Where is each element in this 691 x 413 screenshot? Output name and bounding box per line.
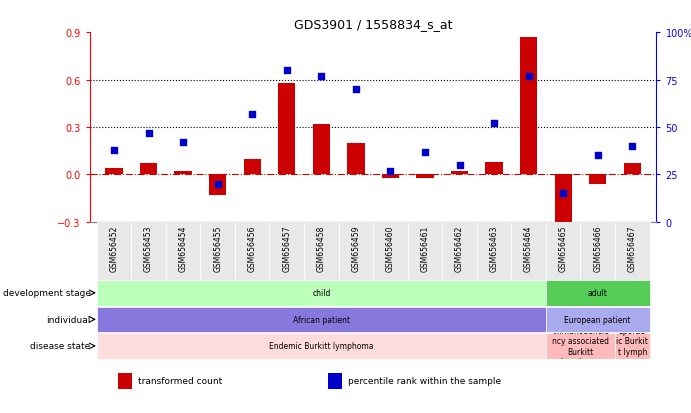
Bar bbox=[373, 222, 408, 280]
Bar bbox=[442, 222, 477, 280]
Bar bbox=[328, 373, 342, 389]
Point bbox=[316, 73, 327, 80]
Point bbox=[247, 111, 258, 118]
Text: percentile rank within the sample: percentile rank within the sample bbox=[348, 376, 501, 385]
Text: GSM656460: GSM656460 bbox=[386, 225, 395, 271]
Bar bbox=[451, 172, 468, 175]
Point bbox=[178, 140, 189, 146]
Bar bbox=[278, 83, 295, 175]
Bar bbox=[347, 143, 364, 175]
Bar bbox=[200, 222, 235, 280]
Bar bbox=[589, 175, 606, 185]
Bar bbox=[554, 175, 571, 222]
Bar bbox=[235, 222, 269, 280]
Point bbox=[281, 68, 292, 74]
Point bbox=[523, 73, 534, 80]
Text: individual: individual bbox=[46, 315, 91, 324]
Text: African patient: African patient bbox=[293, 315, 350, 324]
Point bbox=[454, 162, 465, 169]
Text: GSM656459: GSM656459 bbox=[351, 225, 361, 271]
Bar bbox=[381, 175, 399, 178]
Point bbox=[489, 121, 500, 127]
Bar bbox=[174, 172, 191, 175]
Bar bbox=[623, 164, 641, 175]
Text: Endemic Burkitt lymphoma: Endemic Burkitt lymphoma bbox=[269, 342, 374, 351]
Text: GSM656456: GSM656456 bbox=[247, 225, 257, 271]
Text: GSM656455: GSM656455 bbox=[213, 225, 223, 271]
Bar bbox=[408, 222, 442, 280]
Point bbox=[419, 149, 430, 156]
Bar bbox=[580, 222, 615, 280]
Text: GSM656454: GSM656454 bbox=[178, 225, 188, 271]
Bar bbox=[520, 38, 537, 175]
Bar bbox=[416, 175, 434, 178]
Text: GSM656457: GSM656457 bbox=[282, 225, 292, 271]
Bar bbox=[339, 222, 373, 280]
Text: GSM656464: GSM656464 bbox=[524, 225, 533, 271]
Bar bbox=[97, 222, 131, 280]
Text: development stage: development stage bbox=[3, 289, 91, 297]
Bar bbox=[615, 333, 650, 359]
Bar bbox=[304, 222, 339, 280]
Point bbox=[143, 130, 154, 137]
Point bbox=[558, 190, 569, 197]
Bar bbox=[118, 373, 133, 389]
Bar bbox=[511, 222, 546, 280]
Text: GSM656466: GSM656466 bbox=[593, 225, 603, 271]
Text: GSM656452: GSM656452 bbox=[109, 225, 119, 271]
Text: GSM656467: GSM656467 bbox=[627, 225, 637, 271]
Point bbox=[385, 168, 396, 174]
Text: GSM656453: GSM656453 bbox=[144, 225, 153, 271]
Text: child: child bbox=[312, 289, 330, 297]
Point bbox=[350, 86, 361, 93]
Text: disease state: disease state bbox=[30, 342, 91, 351]
Text: GSM656458: GSM656458 bbox=[316, 225, 326, 271]
Bar bbox=[105, 169, 122, 175]
Text: European patient: European patient bbox=[565, 315, 631, 324]
Bar bbox=[546, 307, 650, 332]
Bar bbox=[546, 222, 580, 280]
Bar bbox=[243, 159, 261, 175]
Bar bbox=[477, 222, 511, 280]
Bar bbox=[97, 307, 546, 332]
Bar bbox=[615, 222, 650, 280]
Bar bbox=[312, 124, 330, 175]
Bar bbox=[485, 162, 502, 175]
Bar bbox=[131, 222, 166, 280]
Point bbox=[627, 143, 638, 150]
Bar bbox=[97, 280, 546, 306]
Bar bbox=[140, 164, 157, 175]
Text: GSM656462: GSM656462 bbox=[455, 225, 464, 271]
Text: adult: adult bbox=[588, 289, 607, 297]
Point bbox=[592, 153, 603, 159]
Text: GSM656463: GSM656463 bbox=[489, 225, 499, 271]
Bar bbox=[546, 333, 615, 359]
Title: GDS3901 / 1558834_s_at: GDS3901 / 1558834_s_at bbox=[294, 17, 453, 31]
Text: GSM656461: GSM656461 bbox=[420, 225, 430, 271]
Bar bbox=[269, 222, 304, 280]
Bar bbox=[546, 280, 650, 306]
Bar bbox=[97, 333, 546, 359]
Text: Immunodeficie
ncy associated
Burkitt
lymphoma: Immunodeficie ncy associated Burkitt lym… bbox=[552, 326, 609, 366]
Point bbox=[212, 181, 223, 188]
Text: GSM656465: GSM656465 bbox=[558, 225, 568, 271]
Text: Sporad
ic Burkit
t lymph
oma: Sporad ic Burkit t lymph oma bbox=[616, 326, 648, 366]
Bar bbox=[166, 222, 200, 280]
Point bbox=[108, 147, 120, 154]
Bar bbox=[209, 175, 226, 195]
Text: transformed count: transformed count bbox=[138, 376, 223, 385]
